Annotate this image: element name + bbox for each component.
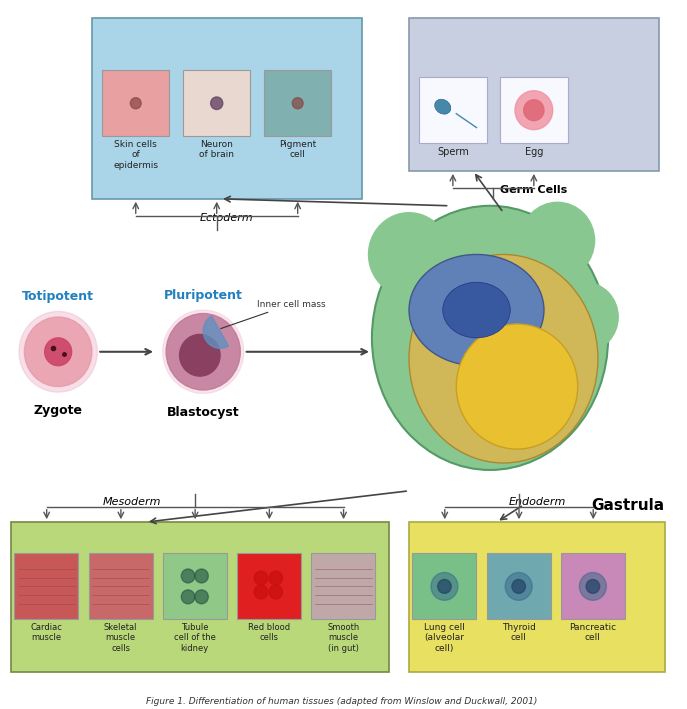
Text: Pluripotent: Pluripotent xyxy=(164,289,243,302)
FancyBboxPatch shape xyxy=(409,522,666,671)
Circle shape xyxy=(292,98,303,108)
Circle shape xyxy=(131,98,141,108)
Text: Red blood
cells: Red blood cells xyxy=(248,623,290,642)
Circle shape xyxy=(181,590,195,604)
FancyBboxPatch shape xyxy=(412,554,477,620)
Text: Pigment
cell: Pigment cell xyxy=(279,140,316,159)
Text: Tubule
cell of the
kidney: Tubule cell of the kidney xyxy=(174,623,216,653)
Circle shape xyxy=(523,100,544,121)
FancyBboxPatch shape xyxy=(561,554,625,620)
Text: Endoderm: Endoderm xyxy=(508,497,566,507)
Text: Sperm: Sperm xyxy=(437,147,469,157)
Circle shape xyxy=(211,97,223,109)
Circle shape xyxy=(195,569,208,583)
Ellipse shape xyxy=(409,255,598,463)
Circle shape xyxy=(269,571,282,585)
Text: Inner cell mass: Inner cell mass xyxy=(221,300,326,328)
Text: Cardiac
muscle: Cardiac muscle xyxy=(30,623,63,642)
Circle shape xyxy=(179,335,220,376)
Circle shape xyxy=(505,572,532,601)
Circle shape xyxy=(586,579,600,593)
Wedge shape xyxy=(203,316,229,348)
Circle shape xyxy=(551,282,618,352)
Ellipse shape xyxy=(442,282,510,338)
Circle shape xyxy=(438,579,451,593)
FancyBboxPatch shape xyxy=(11,522,389,671)
FancyBboxPatch shape xyxy=(237,554,301,620)
Text: Skeletal
muscle
cells: Skeletal muscle cells xyxy=(104,623,137,653)
FancyBboxPatch shape xyxy=(102,70,170,136)
Text: Germ Cells: Germ Cells xyxy=(500,185,567,195)
Circle shape xyxy=(19,311,98,392)
FancyBboxPatch shape xyxy=(14,554,78,620)
Text: Gastrula: Gastrula xyxy=(592,498,664,513)
FancyBboxPatch shape xyxy=(500,77,567,143)
Circle shape xyxy=(181,569,195,583)
FancyBboxPatch shape xyxy=(163,554,227,620)
FancyBboxPatch shape xyxy=(92,18,362,199)
Text: Lung cell
(alveolar
cell): Lung cell (alveolar cell) xyxy=(424,623,465,653)
FancyBboxPatch shape xyxy=(89,554,153,620)
Text: Egg: Egg xyxy=(525,147,543,157)
Circle shape xyxy=(166,313,240,390)
FancyBboxPatch shape xyxy=(409,18,659,171)
Circle shape xyxy=(431,572,458,601)
Circle shape xyxy=(254,585,268,599)
Ellipse shape xyxy=(409,255,544,366)
FancyBboxPatch shape xyxy=(419,77,486,143)
Circle shape xyxy=(163,310,244,393)
Text: Thyroid
cell: Thyroid cell xyxy=(502,623,536,642)
Circle shape xyxy=(269,585,282,599)
Text: Zygote: Zygote xyxy=(34,404,82,417)
Circle shape xyxy=(520,202,594,279)
Text: Blastocyst: Blastocyst xyxy=(167,406,240,419)
Circle shape xyxy=(25,317,92,386)
Circle shape xyxy=(195,590,208,604)
Circle shape xyxy=(368,213,449,296)
Circle shape xyxy=(45,338,71,366)
Ellipse shape xyxy=(456,324,578,449)
Text: Mesoderm: Mesoderm xyxy=(103,497,161,507)
Text: Totipotent: Totipotent xyxy=(22,290,94,303)
FancyBboxPatch shape xyxy=(264,70,331,136)
Ellipse shape xyxy=(435,99,451,114)
FancyBboxPatch shape xyxy=(311,554,375,620)
Text: Ectoderm: Ectoderm xyxy=(200,213,254,223)
Circle shape xyxy=(254,571,268,585)
FancyBboxPatch shape xyxy=(486,554,551,620)
Circle shape xyxy=(515,91,553,130)
Text: Smooth
muscle
(in gut): Smooth muscle (in gut) xyxy=(327,623,359,653)
FancyBboxPatch shape xyxy=(183,70,251,136)
Circle shape xyxy=(512,579,526,593)
Text: Pancreatic
cell: Pancreatic cell xyxy=(570,623,616,642)
Ellipse shape xyxy=(372,206,608,470)
Text: Skin cells
of
epidermis: Skin cells of epidermis xyxy=(113,140,158,169)
Text: Neuron
of brain: Neuron of brain xyxy=(199,140,234,159)
Circle shape xyxy=(579,572,607,601)
Text: Figure 1. Differentiation of human tissues (adapted from Winslow and Duckwall, 2: Figure 1. Differentiation of human tissu… xyxy=(146,698,537,706)
